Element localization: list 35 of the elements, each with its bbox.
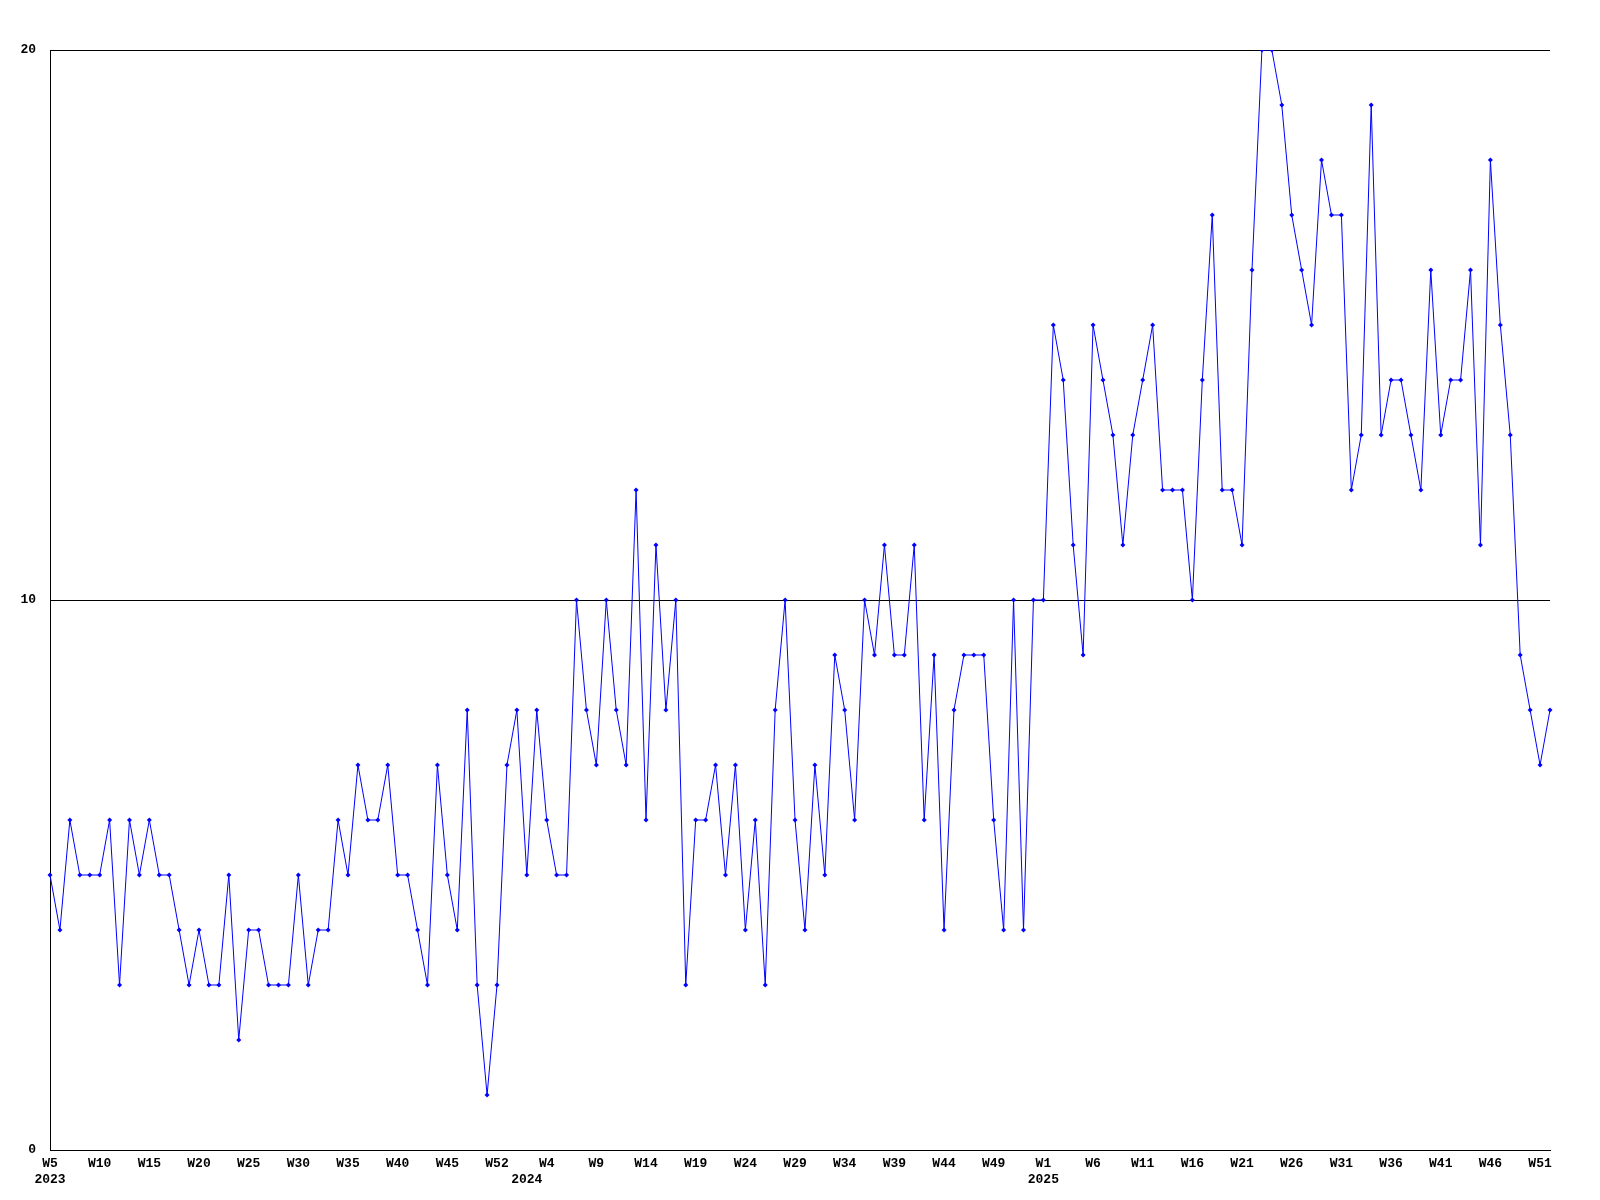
x-tick-label: W10 [87,1156,112,1172]
x-tick-label: W41 [1429,1156,1453,1172]
y-tick-label: 0 [28,1142,37,1158]
y-tick-label: 20 [20,42,37,58]
x-tick-label: W14 [634,1156,658,1172]
x-tick-label: W31 [1329,1156,1354,1172]
x-tick-label: W39 [882,1156,907,1172]
x-tick-label: W45 [435,1156,460,1172]
x-tick-label: W1 2025 [1027,1156,1060,1187]
x-tick-label: W21 [1230,1156,1254,1172]
x-tick-label: W44 [932,1156,956,1172]
x-tick-label: W19 [683,1156,708,1172]
x-tick-label: W49 [982,1156,1006,1172]
x-tick-label: 2024 [511,1171,543,1187]
x-tick-label: W9 [588,1156,605,1172]
x-tick-label: W40 [385,1156,410,1172]
x-tick-label: W35 [336,1156,360,1172]
x-tick-label: W46 [1478,1156,1503,1172]
x-tick-label: W30 [286,1156,311,1172]
x-tick-label: W36 [1379,1156,1403,1172]
x-tick-label: W6 [1085,1156,1102,1172]
x-tick-label: W4 [538,1156,555,1172]
x-tick-label: W29 [783,1156,807,1172]
x-tick-label: W16 [1180,1156,1205,1172]
x-tick-label: W51 [1528,1156,1552,1172]
x-tick-label: W24 [733,1156,758,1172]
x-tick-label: W52 [485,1156,509,1172]
x-tick-label: W26 [1280,1156,1304,1172]
x-tick-label: W34 [833,1156,857,1172]
x-tick-label: W5 2023 [34,1156,66,1187]
x-tick-label: W11 [1131,1156,1155,1172]
x-tick-label: W20 [187,1156,211,1172]
x-tick-label: W25 [236,1156,261,1172]
y-tick-label: 10 [20,592,37,608]
x-tick-label: W15 [137,1156,162,1172]
